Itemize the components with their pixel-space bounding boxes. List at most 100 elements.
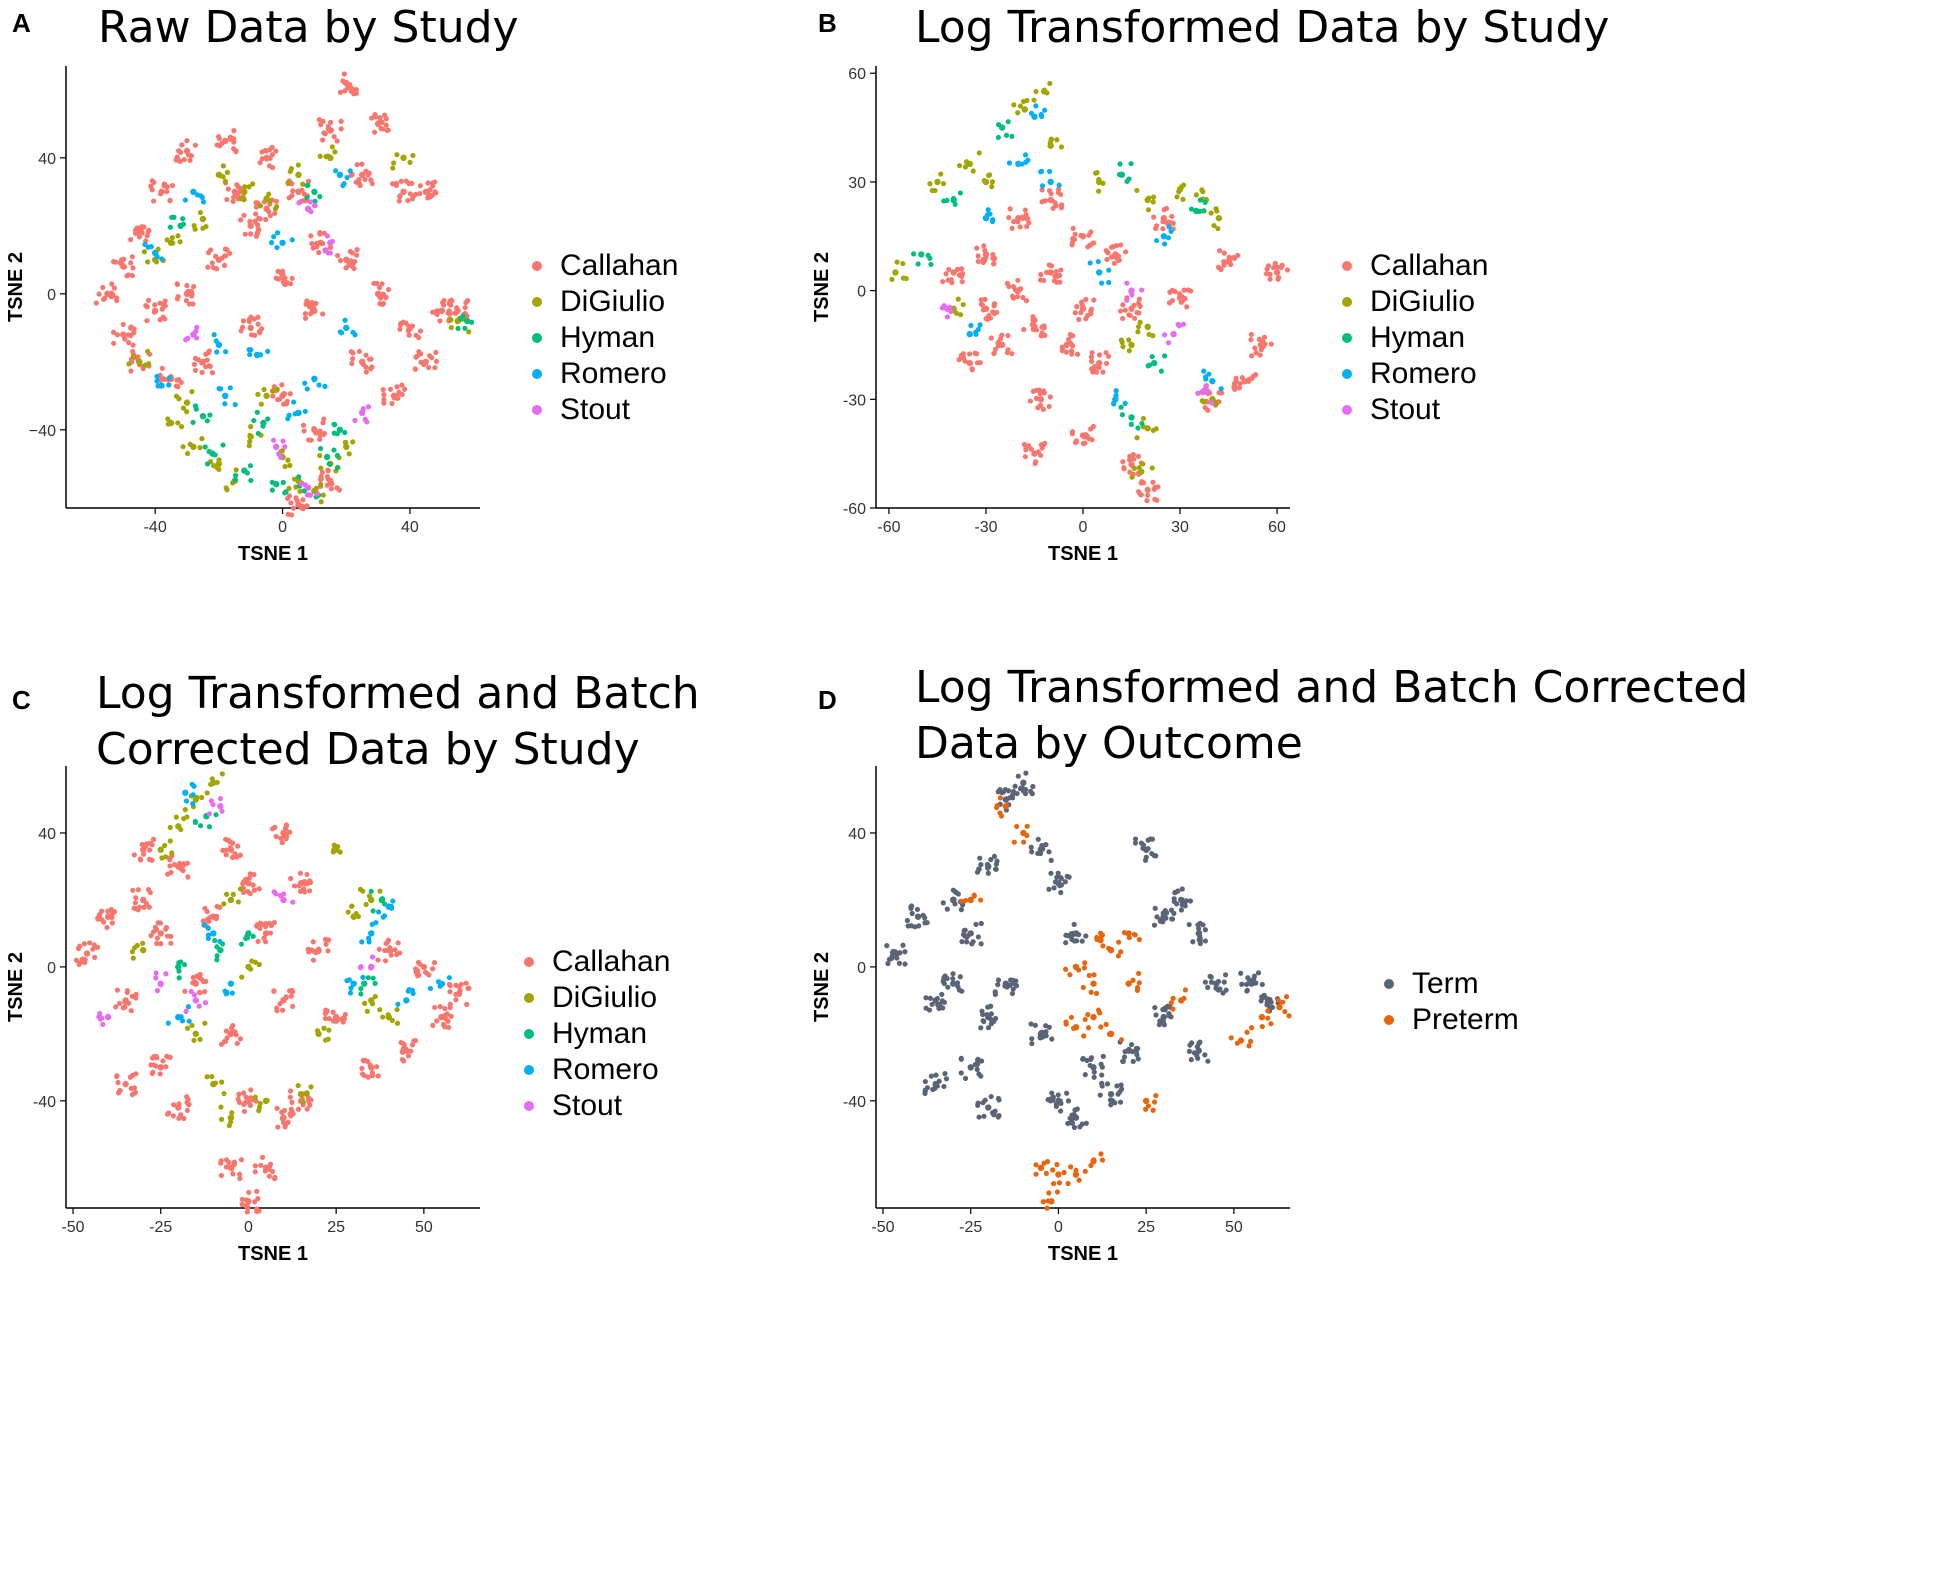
data-point-jitter [247,1102,254,1108]
data-point-jitter [224,487,230,493]
data-point-jitter [1267,276,1273,282]
data-point-jitter [244,888,251,895]
data-point-jitter [950,896,956,902]
data-point-jitter [1105,353,1112,359]
data-point-jitter [453,982,459,988]
data-point-jitter [1049,1090,1055,1096]
x-tick-label: -50 [871,1219,894,1236]
data-point-jitter [247,218,253,224]
data-point-jitter [1054,137,1060,143]
legend-item-hyman: Hyman [1330,320,1488,356]
data-point-jitter [408,1048,414,1054]
data-point-jitter [217,904,223,910]
data-point-jitter [1121,930,1128,936]
data-point-jitter [401,386,408,392]
data-point-jitter [348,349,354,355]
data-point-jitter [995,122,1002,128]
data-point-jitter [1015,294,1021,300]
data-point-jitter [279,840,285,846]
data-point-jitter [370,1073,376,1079]
data-point [1090,1013,1097,1021]
data-point-jitter [189,389,195,395]
data-point-jitter [327,250,333,256]
data-point-jitter [970,168,976,174]
data-point-jitter [944,906,950,912]
data-point-jitter [231,139,237,145]
data-point-jitter [980,1011,986,1018]
data-point-jitter [316,249,322,256]
data-point-jitter [1065,1098,1072,1104]
data-point-jitter [1259,981,1265,988]
data-point-jitter [984,1012,990,1018]
data-point-jitter [358,991,364,997]
data-point-jitter [222,246,228,252]
x-tick-label: 30 [1171,519,1189,536]
data-point-jitter [115,1079,121,1086]
legend-label: Hyman [552,1017,648,1050]
data-point-jitter [975,258,981,265]
data-point-jitter [129,254,135,260]
data-point-jitter [114,987,121,993]
data-point-jitter [397,193,403,200]
data-point-jitter [1246,1043,1252,1049]
data-point-jitter [168,869,174,875]
data-point-jitter [1120,344,1126,350]
data-point-jitter [405,1053,412,1059]
data-point-jitter [227,136,233,142]
data-point-jitter [1088,354,1095,360]
y-axis-title: TSNE 2 [811,952,833,1022]
data-point-jitter [167,420,173,426]
data-point-jitter [223,852,229,858]
data-point-jitter [1195,1047,1202,1053]
data-point-jitter [243,1094,249,1100]
data-point-jitter [1019,214,1026,220]
data-point-jitter [283,994,289,1001]
data-point-jitter [431,960,438,966]
data-point-jitter [302,889,308,895]
data-point-jitter [302,881,308,887]
data-point-jitter [1180,196,1186,202]
x-tick-label: 0 [1054,1219,1063,1236]
data-point-jitter [184,1025,191,1031]
data-point-jitter [326,1027,332,1033]
data-point-jitter [1014,790,1020,797]
data-point-jitter [1022,454,1028,460]
data-point-jitter [282,1124,288,1130]
y-tick-label: 40 [38,151,56,168]
data-point-jitter [273,198,280,204]
data-point-jitter [73,957,80,963]
data-point-jitter [363,901,369,908]
data-point-jitter [331,134,337,140]
legend-item-romero: Romero [1330,356,1488,392]
data-point-jitter [1246,378,1252,384]
data-point-jitter [194,794,200,801]
data-point-jitter [968,322,974,329]
data-point-jitter [1061,1169,1067,1176]
data-point-jitter [342,317,348,323]
data-point-jitter [1135,1056,1141,1062]
legend-item-romero: Romero [520,356,678,392]
series-term [884,770,1281,1131]
data-point-jitter [366,939,372,945]
data-point-jitter [199,369,205,376]
data-point-jitter [167,824,173,831]
legend-swatch [1384,979,1394,989]
data-point-jitter [1181,995,1187,1001]
data-point-jitter [1140,415,1147,422]
data-point-jitter [369,964,375,970]
legend-item-hyman: Hyman [520,320,678,356]
data-point-jitter [929,187,935,194]
data-point-jitter [978,297,984,303]
data-point-jitter [1023,298,1030,304]
data-point-jitter [1152,496,1158,502]
data-point-jitter [1201,208,1207,214]
data-point-jitter [307,879,314,885]
panel-title: Log Transformed and Batch Corrected Data… [96,666,700,778]
data-point-jitter [238,196,244,202]
data-point-jitter [1097,1010,1103,1016]
data-point-jitter [1053,1101,1060,1107]
data-point-jitter [183,798,190,804]
data-point-jitter [182,197,189,203]
data-point-jitter [385,286,392,293]
